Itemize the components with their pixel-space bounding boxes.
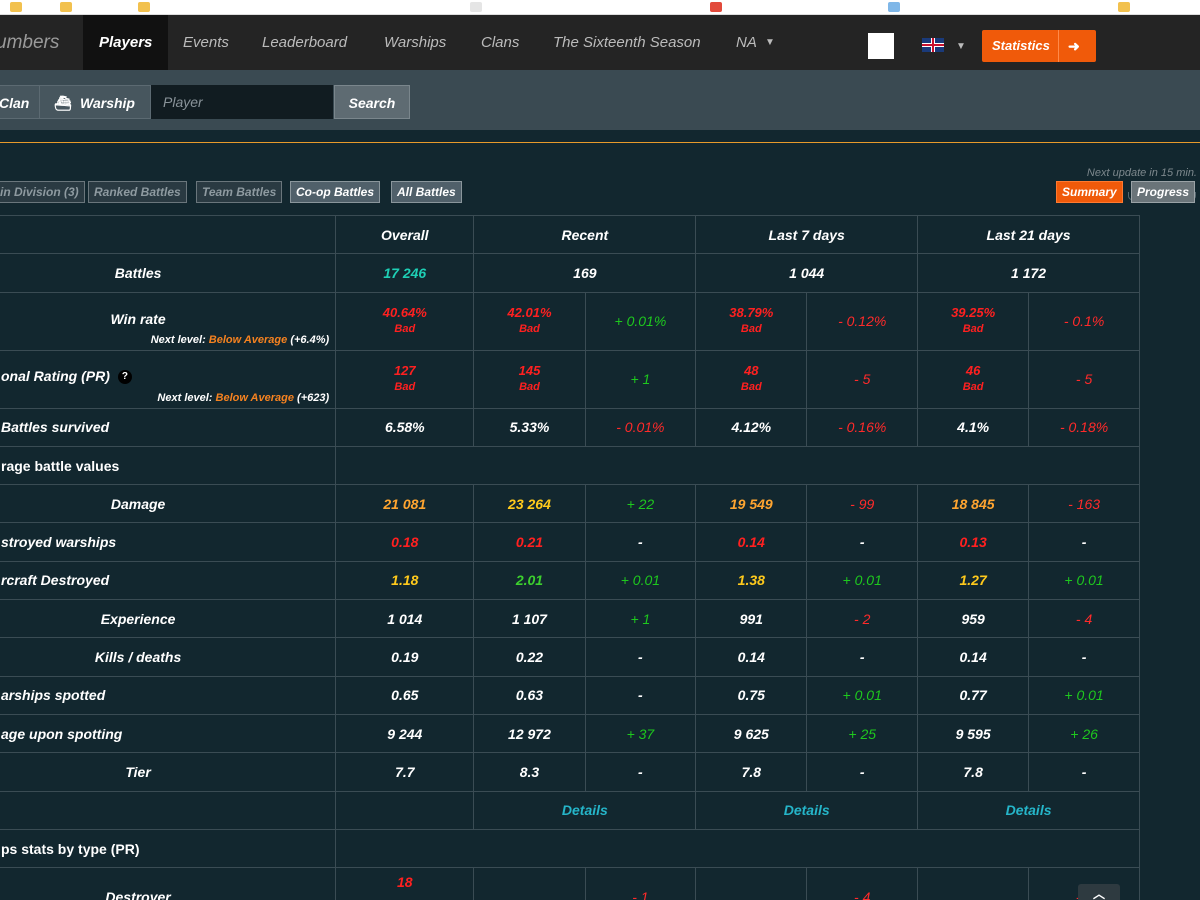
table-row: Destroyer 18 - 1 - 4 - 4 bbox=[0, 867, 1140, 900]
bookmark-icon[interactable] bbox=[710, 2, 722, 12]
theme-toggle[interactable] bbox=[868, 33, 894, 59]
row-label: Tier bbox=[0, 752, 337, 792]
table-header-row: Overall Recent Last 7 days Last 21 days bbox=[0, 214, 1140, 255]
col-last21: Last 21 days bbox=[917, 214, 1140, 255]
table-row: Tier 7.7 8.3 - 7.8 - 7.8 - bbox=[0, 752, 1140, 792]
nav-events[interactable]: Events bbox=[183, 34, 229, 51]
bookmark-icon[interactable] bbox=[10, 2, 22, 12]
scroll-to-top-button[interactable]: ︿ bbox=[1078, 884, 1120, 900]
table-row: onal Rating (PR)? Next level: Below Aver… bbox=[0, 349, 1140, 409]
nav-clans[interactable]: Clans bbox=[481, 34, 520, 51]
progress-tab[interactable]: Progress bbox=[1131, 181, 1196, 203]
clan-search-button[interactable]: Clan bbox=[0, 85, 40, 119]
table-row: rcraft Destroyed 1.18 2.01 + 0.01 1.38 +… bbox=[0, 560, 1140, 601]
table-section-row: rage battle values bbox=[0, 445, 1140, 486]
filter-ranked[interactable]: Ranked Battles bbox=[88, 181, 187, 203]
table-row: stroyed warships 0.18 0.21 - 0.14 - 0.13… bbox=[0, 522, 1140, 562]
table-section-row: ps stats by type (PR) bbox=[0, 828, 1140, 869]
row-label: stroyed warships bbox=[0, 522, 337, 562]
summary-tab[interactable]: Summary bbox=[1056, 181, 1123, 203]
divider bbox=[0, 142, 1200, 143]
search-button[interactable]: Search bbox=[334, 85, 410, 119]
row-label: age upon spotting bbox=[0, 713, 337, 754]
statistics-button[interactable]: Statistics ➜ bbox=[982, 30, 1096, 62]
details-link-last21[interactable]: Details bbox=[917, 790, 1140, 830]
ship-icon: ⛴ bbox=[54, 95, 72, 111]
site-brand[interactable]: umbers bbox=[0, 32, 60, 53]
row-label: arships spotted bbox=[0, 675, 337, 715]
help-icon[interactable]: ? bbox=[117, 370, 132, 385]
col-last7: Last 7 days bbox=[695, 214, 919, 255]
bookmark-icon[interactable] bbox=[60, 2, 72, 12]
statistics-label: Statistics bbox=[992, 38, 1050, 53]
filter-all[interactable]: All Battles bbox=[391, 181, 462, 203]
filter-division[interactable]: in Division (3) bbox=[0, 181, 85, 203]
table-row: Experience 1 014 1 107 + 1 991 - 2 959 -… bbox=[0, 599, 1140, 639]
next-level-note: Next level: Below Average (+6.4%) bbox=[150, 333, 330, 346]
details-row: Details Details Details bbox=[0, 790, 1140, 830]
next-update-note: Next update in 15 min. bbox=[1086, 167, 1197, 179]
details-link-recent[interactable]: Details bbox=[473, 790, 697, 830]
nav-region-select[interactable]: NA bbox=[736, 34, 757, 51]
filter-team[interactable]: Team Battles bbox=[196, 181, 283, 203]
section-label: rage battle values bbox=[0, 445, 337, 486]
row-label: Damage bbox=[0, 484, 337, 524]
player-search-input[interactable] bbox=[151, 85, 333, 119]
chevron-down-icon: ▼ bbox=[765, 37, 775, 48]
col-recent: Recent bbox=[473, 214, 697, 255]
stats-table: Overall Recent Last 7 days Last 21 days … bbox=[0, 214, 1140, 900]
top-nav: umbers Players Events Leaderboard Warshi… bbox=[0, 15, 1200, 70]
nav-players[interactable]: Players bbox=[83, 15, 169, 70]
nav-warships[interactable]: Warships bbox=[384, 34, 447, 51]
row-label: Destroyer bbox=[0, 867, 337, 900]
nav-sixteenth-season[interactable]: The Sixteenth Season bbox=[553, 34, 701, 51]
logout-icon[interactable]: ➜ bbox=[1068, 38, 1080, 54]
table-row: age upon spotting 9 244 12 972 + 37 9 62… bbox=[0, 713, 1140, 754]
col-overall: Overall bbox=[335, 214, 475, 255]
uk-flag-icon[interactable] bbox=[922, 38, 944, 52]
row-label: Experience bbox=[0, 599, 337, 639]
table-row: Damage 21 081 23 264 + 22 19 549 - 99 18… bbox=[0, 484, 1140, 524]
next-level-note: Next level: Below Average (+623) bbox=[157, 391, 330, 404]
bookmark-icon[interactable] bbox=[138, 2, 150, 12]
filter-coop[interactable]: Co-op Battles bbox=[290, 181, 380, 203]
table-row: Kills / deaths 0.19 0.22 - 0.14 - 0.14 - bbox=[0, 637, 1140, 677]
row-label: Kills / deaths bbox=[0, 637, 337, 677]
bookmark-icon[interactable] bbox=[1118, 2, 1130, 12]
warship-search-button[interactable]: ⛴ Warship bbox=[39, 85, 151, 119]
section-label: ps stats by type (PR) bbox=[0, 828, 337, 869]
nav-leaderboard[interactable]: Leaderboard bbox=[262, 34, 348, 51]
details-link-last7[interactable]: Details bbox=[695, 790, 919, 830]
row-label: Battles survived bbox=[0, 407, 337, 447]
table-row: Win rate Next level: Below Average (+6.4… bbox=[0, 291, 1140, 351]
row-label: Battles bbox=[0, 253, 337, 293]
table-row: Battles 17 246 169 1 044 1 172 bbox=[0, 253, 1140, 293]
table-row: arships spotted 0.65 0.63 - 0.75 + 0.01 … bbox=[0, 675, 1140, 715]
row-label: onal Rating (PR) bbox=[1, 367, 110, 384]
search-bar: Clan ⛴ Warship Search bbox=[0, 70, 1200, 200]
row-label: rcraft Destroyed bbox=[0, 560, 337, 601]
chevron-up-icon: ︿ bbox=[1092, 887, 1105, 900]
row-label: Win rate bbox=[110, 311, 166, 328]
bookmarks-bar bbox=[0, 0, 1200, 15]
warship-label: Warship bbox=[80, 95, 135, 111]
chevron-down-icon: ▼ bbox=[956, 41, 966, 52]
table-row: Battles survived 6.58% 5.33% - 0.01% 4.1… bbox=[0, 407, 1140, 447]
bookmark-icon[interactable] bbox=[470, 2, 482, 12]
bookmark-icon[interactable] bbox=[888, 2, 900, 12]
